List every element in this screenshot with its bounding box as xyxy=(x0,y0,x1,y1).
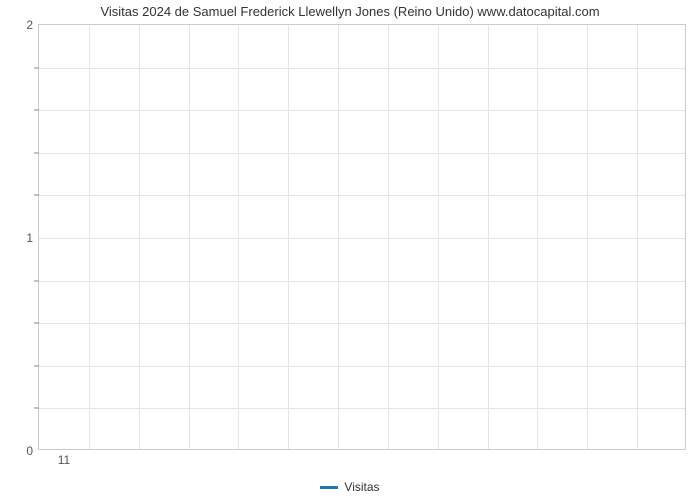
chart-container: Visitas 2024 de Samuel Frederick Llewell… xyxy=(0,0,700,500)
y-minor-tick xyxy=(34,152,39,153)
plot-area: 01211 xyxy=(38,24,686,450)
y-minor-tick xyxy=(34,195,39,196)
gridline-v xyxy=(388,25,389,449)
chart-title: Visitas 2024 de Samuel Frederick Llewell… xyxy=(0,4,700,19)
gridline-v xyxy=(637,25,638,449)
gridline-v xyxy=(139,25,140,449)
y-tick-label: 1 xyxy=(26,231,39,245)
gridline-v xyxy=(488,25,489,449)
y-minor-tick xyxy=(34,67,39,68)
gridline-v xyxy=(189,25,190,449)
legend-label: Visitas xyxy=(344,480,379,494)
gridline-v xyxy=(537,25,538,449)
y-minor-tick xyxy=(34,110,39,111)
y-tick-label: 0 xyxy=(26,444,39,458)
gridline-v xyxy=(438,25,439,449)
gridline-v xyxy=(89,25,90,449)
y-tick-label: 2 xyxy=(26,18,39,32)
y-minor-tick xyxy=(34,408,39,409)
y-minor-tick xyxy=(34,365,39,366)
legend: Visitas xyxy=(0,480,700,494)
y-minor-tick xyxy=(34,323,39,324)
gridline-v xyxy=(338,25,339,449)
y-minor-tick xyxy=(34,280,39,281)
legend-swatch xyxy=(320,486,338,489)
gridline-v xyxy=(238,25,239,449)
gridline-v xyxy=(587,25,588,449)
x-tick-label: 11 xyxy=(58,449,70,467)
gridline-v xyxy=(288,25,289,449)
